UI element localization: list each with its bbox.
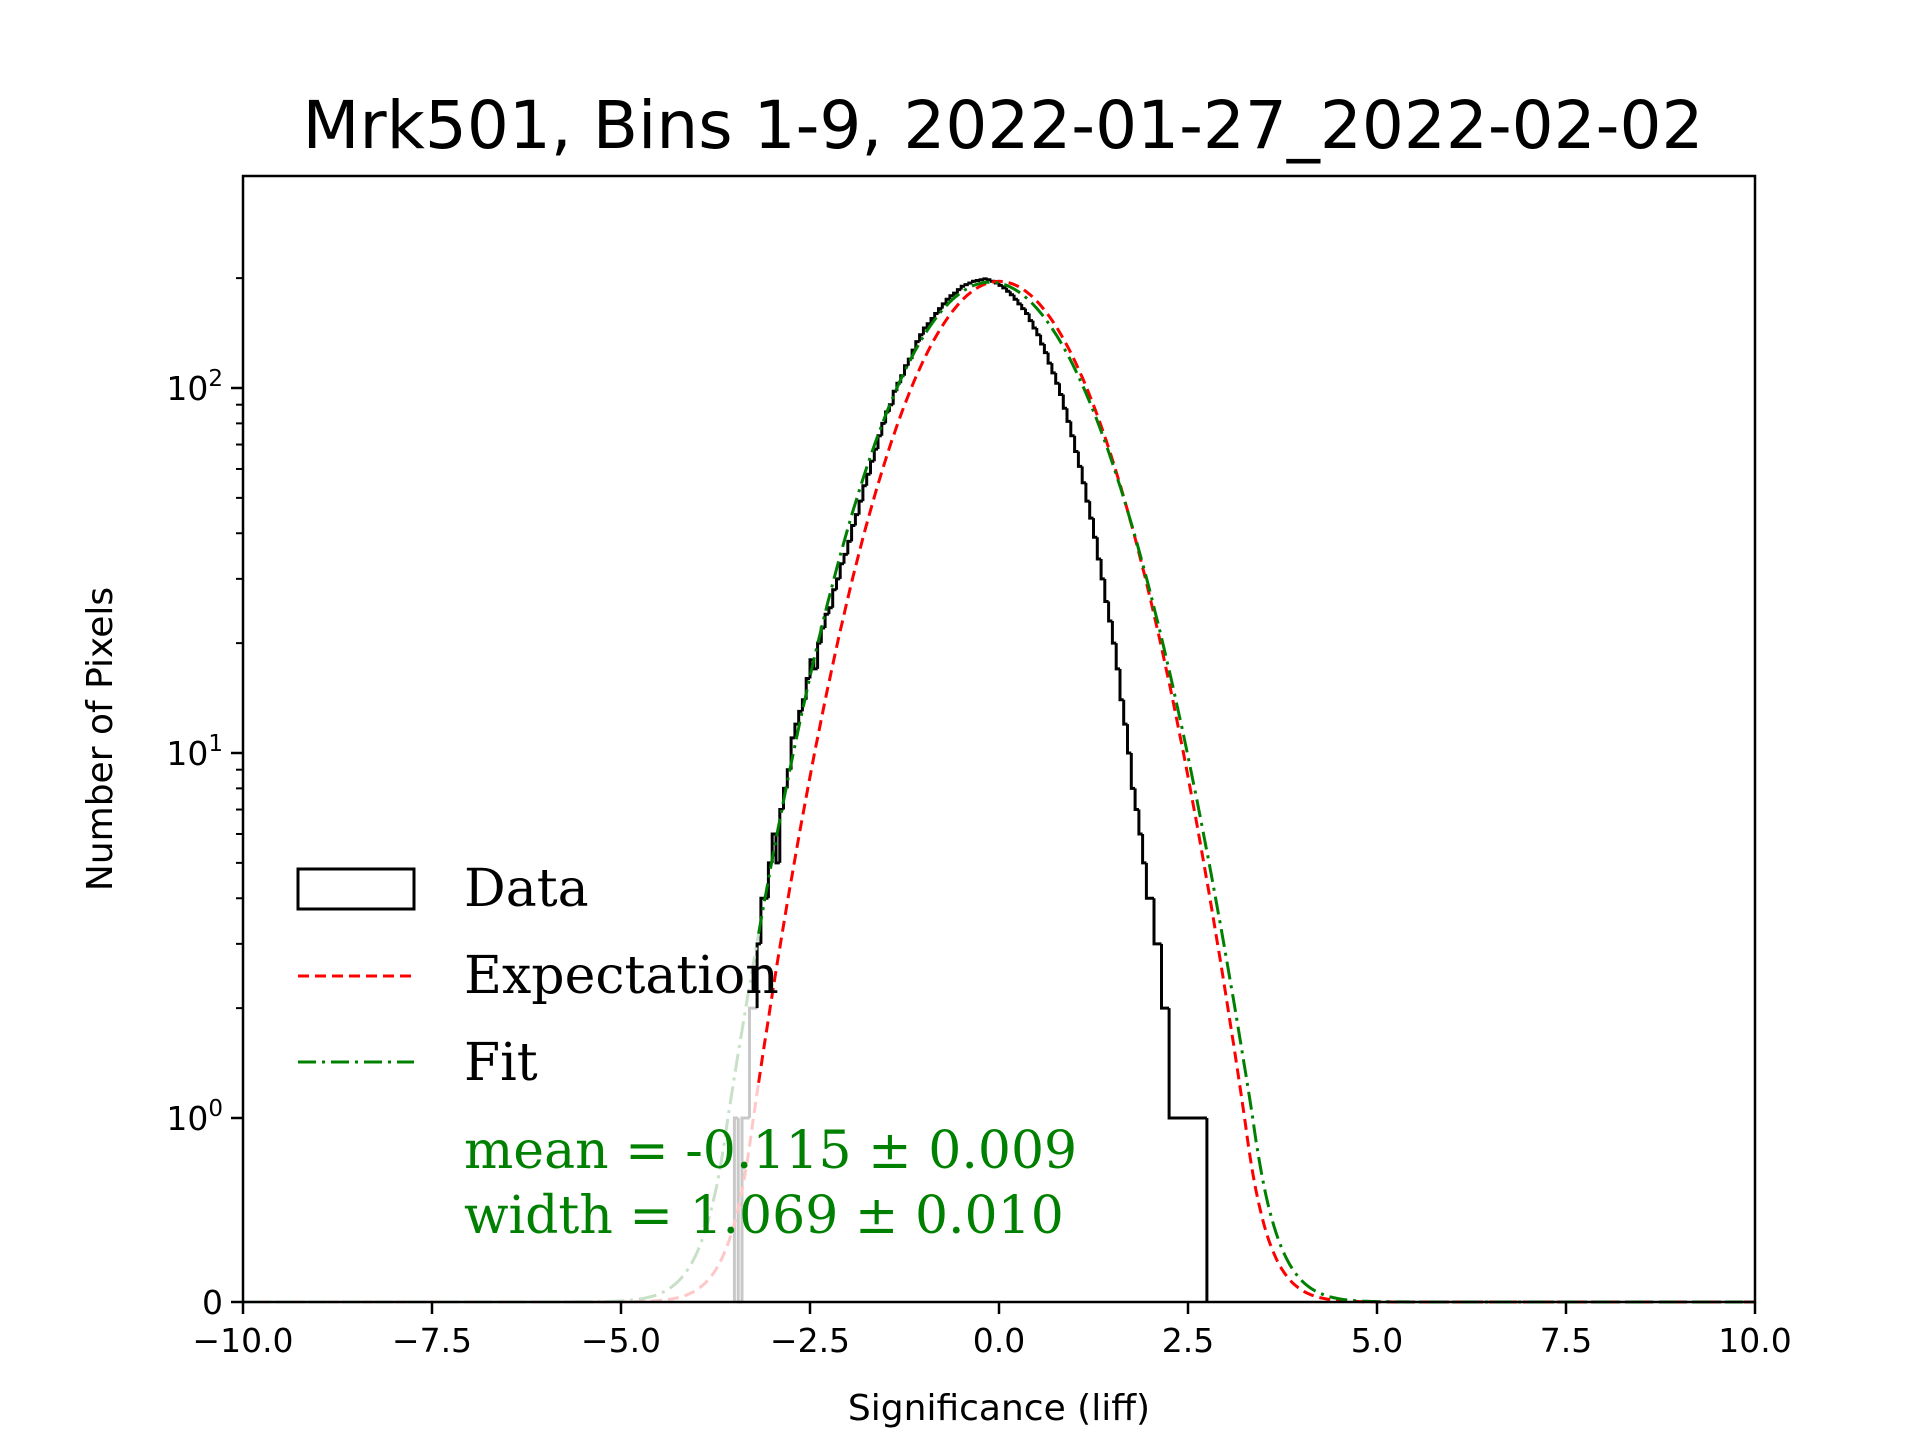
legend-data-swatch	[296, 867, 416, 911]
data-histogram	[755, 277, 1209, 1302]
y-tick-exponent: 2	[208, 366, 223, 392]
x-axis-ticks: −10.0 −7.5 −5.0 −2.5 0.0 2.5 5.0 7.5 10.0	[192, 1302, 1792, 1360]
fit-mean-annotation: mean = -0.115 ± 0.009	[464, 1121, 1077, 1181]
legend-data-label: Data	[464, 859, 589, 919]
y-tick-exponent: 1	[208, 731, 223, 757]
y-tick-label: 0	[202, 1283, 223, 1322]
x-tick-label: −2.5	[770, 1321, 850, 1360]
x-tick-label: 2.5	[1162, 1321, 1214, 1360]
curve-expectation	[757, 279, 1755, 1304]
y-tick-exponent: 0	[208, 1096, 223, 1122]
fit-width-annotation: width = 1.069 ± 0.010	[464, 1186, 1064, 1246]
x-tick-label: −7.5	[392, 1321, 472, 1360]
chart-title: Mrk501, Bins 1-9, 2022-01-27_2022-02-02	[303, 87, 1704, 164]
x-tick-label: 5.0	[1351, 1321, 1403, 1360]
x-tick-label: 10.0	[1718, 1321, 1791, 1360]
x-tick-label: 0.0	[973, 1321, 1025, 1360]
x-tick-label: 7.5	[1540, 1321, 1592, 1360]
legend-expectation-label: Expectation	[464, 946, 779, 1006]
x-tick-label: −5.0	[581, 1321, 661, 1360]
y-axis-label: Number of Pixels	[80, 587, 121, 891]
x-axis-label: Significance (liff)	[848, 1388, 1150, 1429]
legend: Data Expectation Fit	[296, 859, 779, 1093]
legend-fit-label: Fit	[464, 1033, 538, 1093]
x-tick-label: −10.0	[192, 1321, 293, 1360]
